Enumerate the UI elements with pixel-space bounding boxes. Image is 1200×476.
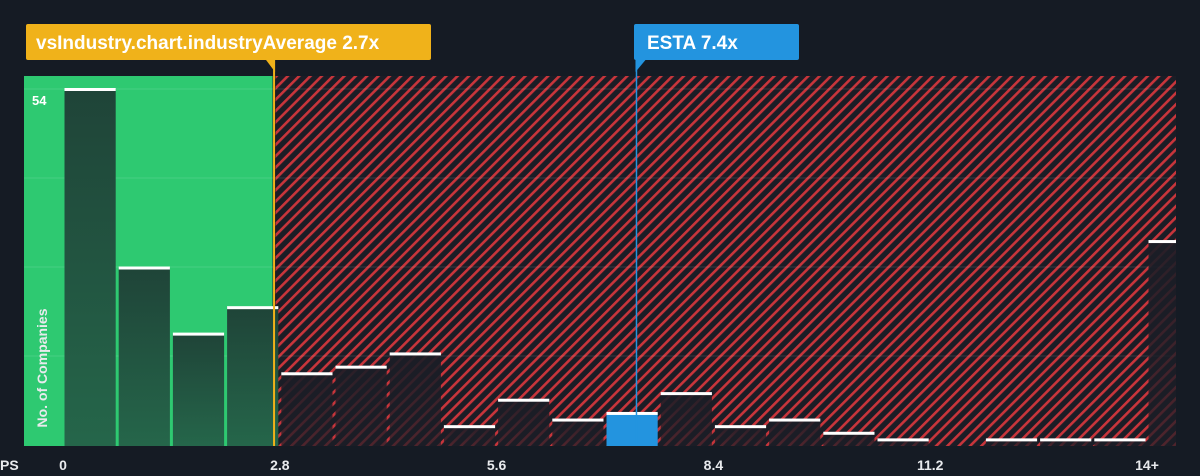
x-tick-0: 0 xyxy=(59,457,67,473)
bar-14 xyxy=(823,432,875,446)
bar-10 xyxy=(606,412,658,446)
bar-13 xyxy=(769,419,821,446)
markers xyxy=(273,58,638,446)
bar-2 xyxy=(172,333,225,446)
bar-cap-14 xyxy=(823,431,875,435)
bar-cap-3 xyxy=(227,306,279,310)
company-callout: ESTA 7.4x xyxy=(634,24,799,72)
x-tick-4: 11.2 xyxy=(917,457,944,473)
industry-average-label: vsIndustry.chart.industryAverage 2.7x xyxy=(36,33,380,54)
bar-cap-7 xyxy=(443,425,496,429)
bar-9 xyxy=(552,419,604,446)
bar-cap-15 xyxy=(877,438,929,442)
bar-5 xyxy=(335,366,387,446)
bar-cap-1 xyxy=(118,266,170,270)
bar-12 xyxy=(714,426,767,446)
bar-4 xyxy=(281,373,333,446)
industry-average-box xyxy=(26,24,431,60)
x-axis-ticks: 0 2.8 5.6 8.4 11.2 14+ xyxy=(59,457,1159,473)
y-axis-label: No. of Companies xyxy=(34,308,50,427)
x-axis-label: PS xyxy=(0,457,19,473)
bar-cap-20 xyxy=(1148,240,1176,244)
bar-cap-17 xyxy=(985,438,1038,442)
x-tick-2: 5.6 xyxy=(487,457,507,473)
bar-cap-4 xyxy=(281,372,333,376)
bar-17 xyxy=(985,439,1038,446)
bar-1 xyxy=(118,267,170,446)
bar-cap-9 xyxy=(552,418,604,422)
bar-cap-19 xyxy=(1094,438,1146,442)
bar-19 xyxy=(1094,439,1146,446)
bar-cap-12 xyxy=(714,425,767,429)
bar-3 xyxy=(227,307,279,446)
x-tick-1: 2.8 xyxy=(270,457,290,473)
bar-15 xyxy=(877,439,929,446)
bar-8 xyxy=(498,399,550,446)
industry-average-pointer xyxy=(266,60,276,72)
histogram-bars xyxy=(64,88,1176,446)
bar-7 xyxy=(443,426,496,446)
bar-cap-2 xyxy=(172,332,225,336)
bar-cap-6 xyxy=(389,352,441,356)
bar-cap-10 xyxy=(606,411,658,415)
bar-20 xyxy=(1148,241,1176,446)
bar-cap-5 xyxy=(335,365,387,369)
y-tick-max: 54 xyxy=(32,93,47,108)
company-box xyxy=(634,24,799,60)
x-tick-5: 14+ xyxy=(1135,457,1159,473)
company-label: ESTA 7.4x xyxy=(647,33,738,54)
bar-11 xyxy=(660,393,712,446)
bar-0 xyxy=(64,89,116,446)
bar-18 xyxy=(1040,439,1092,446)
bar-cap-13 xyxy=(769,418,821,422)
x-tick-3: 8.4 xyxy=(704,457,724,473)
bar-cap-8 xyxy=(498,398,550,402)
company-pointer xyxy=(635,60,646,72)
bar-cap-11 xyxy=(660,392,712,396)
bar-6 xyxy=(389,353,441,446)
industry-average-callout: vsIndustry.chart.industryAverage 2.7x xyxy=(26,24,431,72)
bar-cap-0 xyxy=(64,88,116,91)
bar-cap-18 xyxy=(1040,438,1092,442)
